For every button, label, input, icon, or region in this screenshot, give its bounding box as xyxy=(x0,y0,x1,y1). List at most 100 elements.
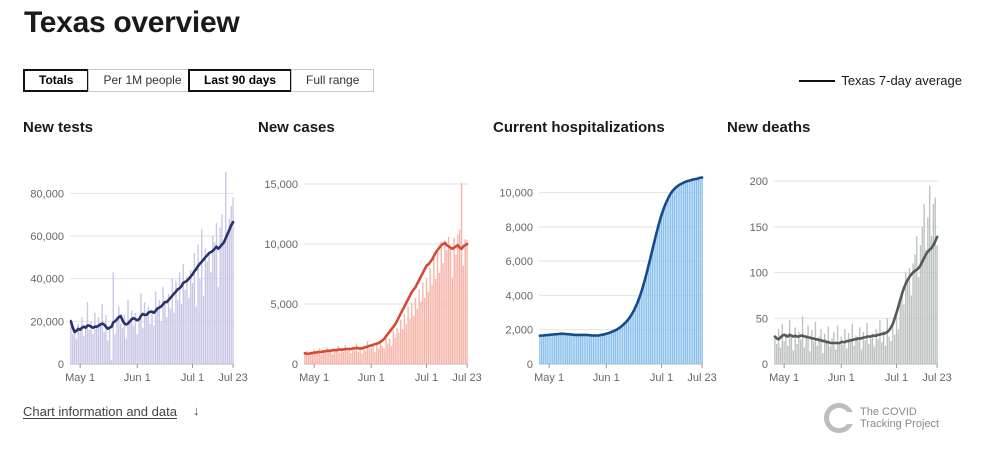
bar xyxy=(609,332,611,364)
bar xyxy=(655,232,657,364)
bar xyxy=(462,265,465,364)
bar xyxy=(449,246,452,364)
logo-ring-icon xyxy=(824,403,855,433)
bar xyxy=(835,349,837,364)
bar xyxy=(927,217,929,364)
bar xyxy=(178,272,181,364)
bar xyxy=(851,323,853,364)
bar xyxy=(820,329,822,364)
logo-line-2: Tracking Project xyxy=(860,418,940,430)
y-tick-label: 0 xyxy=(527,359,533,371)
bar xyxy=(623,323,626,364)
bar xyxy=(671,190,674,364)
bar xyxy=(690,179,692,364)
bar xyxy=(90,321,92,364)
bar xyxy=(403,313,406,364)
legend-line-swatch xyxy=(799,79,836,82)
bar xyxy=(379,340,382,364)
bar xyxy=(405,324,407,364)
bar xyxy=(774,338,776,364)
last-90-days-button[interactable]: Last 90 days xyxy=(188,69,293,92)
bar xyxy=(92,334,94,364)
bar xyxy=(564,334,567,364)
bar xyxy=(398,332,400,364)
bar xyxy=(213,242,216,364)
bar xyxy=(592,335,595,364)
bar xyxy=(335,350,337,364)
down-arrow-icon[interactable]: ↓ xyxy=(193,403,200,418)
bar xyxy=(670,192,672,364)
bar xyxy=(692,179,694,364)
y-tick-label: 5,000 xyxy=(270,299,298,311)
bar xyxy=(625,321,628,364)
bar xyxy=(466,240,468,364)
bar xyxy=(392,330,395,364)
per-1m-button[interactable]: Per 1M people xyxy=(88,69,197,92)
bar xyxy=(868,343,870,364)
bar xyxy=(807,325,809,364)
bar xyxy=(594,335,596,364)
bar xyxy=(177,300,179,364)
bar xyxy=(169,308,172,364)
bar xyxy=(901,290,903,364)
bar xyxy=(315,353,317,364)
bar xyxy=(147,306,149,364)
x-tick-label: May 1 xyxy=(769,372,799,384)
bar xyxy=(936,245,938,364)
full-range-button[interactable]: Full range xyxy=(291,69,375,92)
bar xyxy=(827,326,830,364)
chart-info-link[interactable]: Chart information and data xyxy=(23,404,177,419)
bar xyxy=(587,335,589,364)
bar xyxy=(875,329,877,364)
bar xyxy=(555,334,558,364)
y-tick-label: 8,000 xyxy=(505,222,533,234)
chart-new-cases: 0 5,000 10,000 15,000 May 1 Jun 1 Jul 1 Jul 23 xyxy=(264,179,481,384)
bar xyxy=(905,272,907,364)
bar xyxy=(232,197,234,364)
bar xyxy=(788,320,791,364)
bar xyxy=(892,325,894,364)
bar xyxy=(184,289,186,364)
totals-button[interactable]: Totals xyxy=(23,69,90,92)
bar xyxy=(195,306,197,364)
bar xyxy=(895,310,898,364)
bar xyxy=(647,262,650,364)
bar xyxy=(631,313,633,364)
bar xyxy=(112,272,114,364)
y-tick-label: 6,000 xyxy=(505,256,533,268)
bar xyxy=(581,334,583,364)
bar xyxy=(897,329,900,364)
bar xyxy=(154,291,157,364)
y-tick-label: 0 xyxy=(292,359,298,371)
bar xyxy=(811,330,813,364)
bar xyxy=(570,334,572,364)
bar xyxy=(175,280,177,364)
bar xyxy=(388,338,391,364)
bar xyxy=(903,304,905,364)
bar xyxy=(129,321,131,364)
bar xyxy=(118,306,120,364)
x-tick-label: Jun 1 xyxy=(124,372,151,384)
bar xyxy=(186,276,188,364)
bar xyxy=(792,350,795,364)
x-tick-label: May 1 xyxy=(299,372,329,384)
bar xyxy=(588,334,591,364)
bar xyxy=(840,336,842,364)
y-tick-label: 40,000 xyxy=(30,274,64,286)
bar xyxy=(658,218,661,364)
bar xyxy=(160,321,162,364)
bar xyxy=(431,284,433,364)
bar xyxy=(425,277,428,364)
bar xyxy=(420,301,422,364)
bar xyxy=(318,348,321,364)
chart-title-new-deaths: New deaths xyxy=(727,119,811,136)
bar xyxy=(779,347,782,364)
bar xyxy=(681,182,683,364)
legend: Texas 7-day average xyxy=(799,73,962,88)
bar xyxy=(884,345,887,364)
bar xyxy=(923,204,925,364)
bar xyxy=(627,319,630,364)
x-tick-label: Jul 23 xyxy=(687,372,716,384)
chart-new-tests: 0 20,000 40,000 60,000 80,000 May 1 Jun 1 Jul 1… xyxy=(30,172,248,384)
bar xyxy=(629,316,631,364)
